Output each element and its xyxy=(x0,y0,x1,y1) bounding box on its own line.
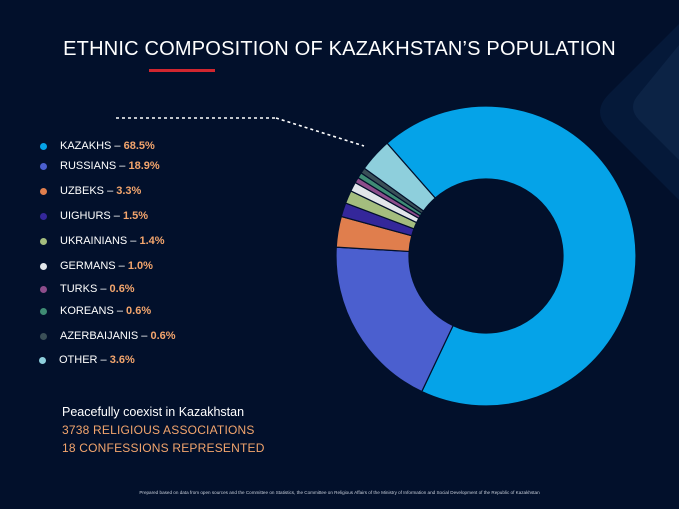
legend-name: TURKS xyxy=(60,283,98,295)
legend-label: UIGHURS – 1.5% xyxy=(60,210,148,222)
slice-kazakhs xyxy=(386,105,637,407)
slice-russians xyxy=(335,246,454,393)
legend-label: RUSSIANS – 18.9% xyxy=(60,160,160,172)
legend-separator: – xyxy=(113,305,127,317)
leader-line-diagonal xyxy=(275,117,365,147)
legend-separator: – xyxy=(138,330,151,342)
legend-item-koreans: KOREANS – 0.6% xyxy=(40,305,151,317)
legend-item-germans: GERMANS – 1.0% xyxy=(40,260,153,272)
legend-name: UIGHURS xyxy=(60,210,111,222)
legend-label: GERMANS – 1.0% xyxy=(60,260,153,272)
legend-marker-turks xyxy=(40,285,47,293)
legend-name: OTHER xyxy=(59,354,98,366)
legend-item-kazakhs: KAZAKHS – 68.5% xyxy=(40,140,155,152)
legend-item-azerbaijanis: AZERBAIJANIS – 0.6% xyxy=(40,330,176,342)
info-block: Peacefully coexist in Kazakhstan 3738 RE… xyxy=(62,403,265,457)
legend-value: 68.5% xyxy=(123,140,155,152)
legend-item-uighurs: UIGHURS – 1.5% xyxy=(40,210,148,222)
legend-name: RUSSIANS xyxy=(60,160,117,172)
legend-item-uzbeks: UZBEKS – 3.3% xyxy=(40,185,141,197)
legend-name: UZBEKS xyxy=(60,185,105,197)
legend-name: UKRAINIANS xyxy=(60,235,128,247)
legend-separator: – xyxy=(104,185,117,197)
slide-title: ETHNIC COMPOSITION OF KAZAKHSTAN’S POPUL… xyxy=(63,38,616,60)
slice-other xyxy=(363,142,437,212)
legend-value: 1.0% xyxy=(127,260,153,272)
title-underline xyxy=(149,69,215,72)
legend-label: KOREANS – 0.6% xyxy=(60,305,151,317)
legend-item-ukrainians: UKRAINIANS – 1.4% xyxy=(40,235,165,247)
legend-separator: – xyxy=(111,140,124,152)
legend-name: AZERBAIJANIS xyxy=(60,330,139,342)
info-line-associations: 3738 RELIGIOUS ASSOCIATIONS xyxy=(62,423,255,437)
legend-value: 1.5% xyxy=(122,210,149,222)
legend-item-turks: TURKS – 0.6% xyxy=(40,283,135,295)
legend-label: OTHER – 3.6% xyxy=(59,354,135,366)
legend-separator: – xyxy=(115,260,128,272)
legend-label: KAZAKHS – 68.5% xyxy=(60,140,155,152)
legend-value: 18.9% xyxy=(128,160,160,172)
legend-value: 0.6% xyxy=(126,305,152,317)
footnote: Prepared based on data from open sources… xyxy=(139,490,540,495)
legend-value: 3.3% xyxy=(116,185,142,197)
legend-value: 0.6% xyxy=(109,283,135,295)
legend-marker-russians xyxy=(40,162,47,170)
legend-marker-ukrainians xyxy=(40,237,47,245)
legend-marker-azerbaijanis xyxy=(40,332,47,340)
legend-marker-germans xyxy=(40,262,47,270)
legend-name: GERMANS xyxy=(60,260,116,272)
legend-separator: – xyxy=(97,283,110,295)
legend-label: UZBEKS – 3.3% xyxy=(60,185,141,197)
legend-value: 1.4% xyxy=(139,235,165,247)
legend-separator: – xyxy=(127,235,140,247)
info-line-coexist: Peacefully coexist in Kazakhstan xyxy=(62,405,245,419)
legend-marker-kazakhs xyxy=(40,142,47,150)
legend-item-russians: RUSSIANS – 18.9% xyxy=(40,160,160,172)
legend-item-other: OTHER – 3.6% xyxy=(39,354,135,366)
legend-value: 0.6% xyxy=(150,330,176,342)
donut-slices xyxy=(335,105,637,407)
legend-value: 3.6% xyxy=(109,354,135,366)
info-line-confessions: 18 CONFESSIONS REPRESENTED xyxy=(62,441,265,455)
legend-label: AZERBAIJANIS – 0.6% xyxy=(60,330,176,342)
legend-label: TURKS – 0.6% xyxy=(60,283,135,295)
legend-marker-uzbeks xyxy=(40,187,47,195)
corner-decoration xyxy=(600,0,679,200)
legend-separator: – xyxy=(97,354,110,366)
legend-marker-koreans xyxy=(40,307,47,315)
legend-name: KOREANS xyxy=(60,305,114,317)
legend-label: UKRAINIANS – 1.4% xyxy=(60,235,165,247)
legend-marker-other xyxy=(39,356,46,364)
legend-name: KAZAKHS xyxy=(60,140,112,152)
legend-separator: – xyxy=(110,210,123,222)
legend-separator: – xyxy=(116,160,129,172)
legend-marker-uighurs xyxy=(40,212,47,220)
